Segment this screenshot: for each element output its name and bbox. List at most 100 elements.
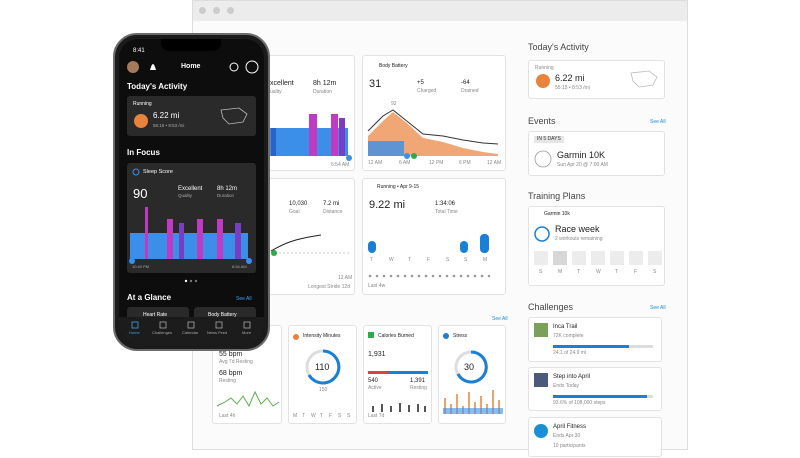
card-title: Calories Burned xyxy=(378,333,414,339)
section-title: In Focus xyxy=(127,148,160,157)
sleep-quality: Excellent xyxy=(178,186,203,192)
activity-type: Running xyxy=(133,101,152,107)
stress-chart xyxy=(443,333,503,414)
steps-time: 12 AM xyxy=(338,275,353,281)
notch xyxy=(161,39,221,51)
calories-resting-label: Resting xyxy=(410,385,427,391)
day-label: T xyxy=(320,413,324,419)
sleep-quality: xcellent xyxy=(270,80,294,87)
time-label: 6 PM xyxy=(459,160,471,166)
steps-goal: 10,030 xyxy=(289,201,308,207)
stress-card: Stress 30 xyxy=(438,325,506,424)
time-label: 6 AM xyxy=(399,160,411,166)
day-label: M xyxy=(483,257,488,263)
time-label: 12 AM xyxy=(368,160,383,166)
running-time: 1:34:06 xyxy=(435,201,456,207)
challenge-detail: 10 participants xyxy=(553,443,586,449)
hr-avg: 55 bpm xyxy=(219,351,243,358)
calories-active-label: Active xyxy=(368,385,382,391)
training-card: Garmin 10k Race week 2 workouts remainin… xyxy=(528,206,665,286)
day-label: F xyxy=(634,269,638,275)
window-dot xyxy=(199,7,206,14)
day-label: T xyxy=(408,257,412,263)
running-distance: 9.22 mi xyxy=(369,199,406,211)
sleep-duration: 8h 12m xyxy=(313,80,337,87)
activity-detail: 55:15 • 8:53 /mi xyxy=(555,85,590,91)
sleep-end: 6:54 AM xyxy=(331,162,350,168)
day-label: T xyxy=(615,269,619,275)
tab-label[interactable]: More xyxy=(242,330,252,335)
intensity-ring xyxy=(293,334,341,385)
page-dots xyxy=(184,279,198,283)
hr-resting-label: Resting xyxy=(219,378,236,384)
sleep-start: 10:40 PM xyxy=(132,264,150,269)
calories-range: Last 7d xyxy=(368,413,385,419)
running-range: Last 4w xyxy=(368,283,386,289)
battery-drained-label: Drained xyxy=(461,88,479,94)
sleep-duration-label: Duration xyxy=(217,193,235,198)
running-time-label: Total Time xyxy=(435,209,458,215)
sleep-duration-label: Duration xyxy=(313,89,332,95)
running-card: Running • Apr 9-15 9.22 mi 1:34:06 Total… xyxy=(362,178,506,295)
tab-bar: Home Challenges Calendar News Feed More xyxy=(119,317,264,345)
body-battery-card: Body Battery 31 +5 Charged -64 Drained 9… xyxy=(362,55,506,171)
status-time: 8:41 xyxy=(133,48,145,54)
see-all-link[interactable]: See All xyxy=(650,305,666,311)
challenge-visual xyxy=(534,323,653,348)
see-all-link[interactable]: See All xyxy=(236,296,252,302)
sleep-chart xyxy=(268,114,352,161)
phone: 8:41 Home Today's Activity Running 6.22 … xyxy=(113,33,270,351)
activity-detail: 55:15 • 8:53 /mi xyxy=(153,123,185,128)
section-title: Training Plans xyxy=(528,191,586,201)
day-label: S xyxy=(446,257,450,263)
hr-resting: 68 bpm xyxy=(219,370,243,377)
event-badge: IN 5 DAYS xyxy=(534,136,564,143)
activity-card: Running 6.22 mi 55:15 • 8:53 /mi xyxy=(127,96,256,136)
calories-value: 1,931 xyxy=(368,351,386,358)
card-title: Stress xyxy=(453,333,468,339)
tab-label[interactable]: Home xyxy=(129,330,140,335)
day-label: S xyxy=(653,269,657,275)
day-label: S xyxy=(347,413,351,419)
sleep-quality-label: uality xyxy=(270,89,282,95)
steps-stride: Longest Stride 12d xyxy=(308,284,350,290)
sleep-card: Sleep Score 90 Excellent Quality 8h 12m … xyxy=(127,163,256,273)
day-label: F xyxy=(427,257,431,263)
phone-screen: 8:41 Home Today's Activity Running 6.22 … xyxy=(119,39,264,345)
battery-value: 31 xyxy=(369,78,382,90)
window-dot xyxy=(227,7,234,14)
hr-avg-label: Avg 7d Resting xyxy=(219,359,253,365)
see-all-link[interactable]: See All xyxy=(492,316,508,322)
activity-icons xyxy=(536,70,658,88)
challenge-visual xyxy=(534,373,653,398)
day-label: S xyxy=(338,413,342,419)
sleep-score: 90 xyxy=(133,186,148,201)
challenge-card: Inca Trail 72K complete 24.1 of 24.9 mi xyxy=(528,317,662,362)
section-title: At a Glance xyxy=(127,293,172,302)
challenge-visual xyxy=(534,424,548,438)
header-title: Home xyxy=(181,63,201,70)
section-title: Challenges xyxy=(528,302,574,312)
day-label: M xyxy=(558,269,563,275)
day-label: T xyxy=(302,413,306,419)
day-label: W xyxy=(311,413,316,419)
challenge-status: Ends Today xyxy=(553,383,580,389)
calories-resting: 1,391 xyxy=(410,378,426,384)
tab-label[interactable]: News Feed xyxy=(207,330,228,335)
see-all-link[interactable]: See All xyxy=(650,119,666,125)
challenge-name: Step into April xyxy=(553,374,591,380)
event-name: Garmin 10K xyxy=(557,150,606,160)
challenge-detail: 24.1 of 24.9 mi xyxy=(553,350,587,356)
section-title: Today's Activity xyxy=(127,82,188,91)
battery-drained: -64 xyxy=(461,80,470,86)
intensity-card: Intensity Minutes 110 150 M T W T F S S xyxy=(288,325,357,424)
tab-label[interactable]: Calendar xyxy=(182,330,199,335)
day-label: M xyxy=(293,413,298,419)
tab-label[interactable]: Challenges xyxy=(152,330,173,335)
running-chart xyxy=(368,234,491,278)
card-title: Running • Apr 9-15 xyxy=(377,184,420,190)
sleep-duration: 8h 12m xyxy=(217,186,238,192)
calories-chart xyxy=(368,332,428,412)
card-title: Body Battery xyxy=(379,63,408,69)
activity-distance: 6.22 mi xyxy=(153,111,180,120)
